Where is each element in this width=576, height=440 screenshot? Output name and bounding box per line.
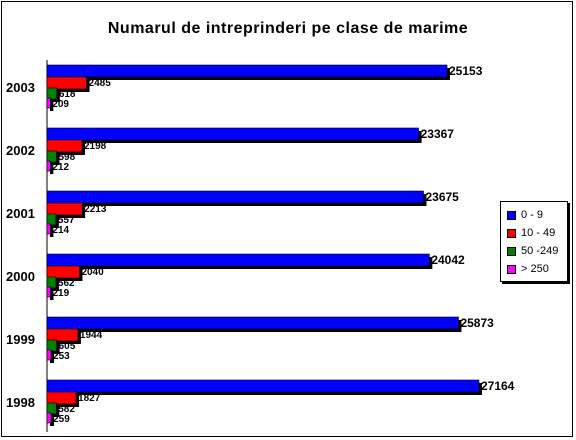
data-label: 582 [58, 404, 75, 415]
bar-shadow [50, 227, 54, 237]
data-label: 214 [52, 225, 69, 236]
bar-shadow [50, 164, 54, 174]
data-label: 24042 [431, 253, 465, 267]
data-label: 598 [59, 152, 76, 163]
data-label: 1944 [80, 330, 103, 341]
legend-swatch-icon [507, 228, 516, 238]
data-label: 2485 [89, 78, 112, 89]
bar [46, 139, 83, 153]
y-tick-label: 2002 [6, 143, 35, 158]
data-label: 1827 [78, 393, 101, 404]
bar [46, 265, 80, 279]
data-label: 557 [58, 215, 75, 226]
bar [46, 127, 419, 141]
data-label: 2040 [81, 267, 104, 278]
legend-swatch-icon [507, 264, 516, 274]
legend-item: 0 - 9 [507, 208, 543, 222]
y-tick-label: 1998 [6, 395, 35, 410]
y-tick-label: 2001 [6, 206, 35, 221]
bar [46, 190, 424, 204]
data-label: 219 [52, 288, 69, 299]
chart-title: Numarul de intreprinderi pe clase de mar… [107, 20, 469, 37]
data-label: 23367 [421, 127, 455, 141]
bar [46, 87, 58, 100]
legend-label: 10 - 49 [521, 227, 556, 239]
legend-label: > 250 [521, 263, 549, 275]
data-label: 259 [53, 414, 70, 425]
y-tick-label: 1999 [6, 332, 35, 347]
bar [46, 76, 87, 90]
bar [46, 64, 448, 78]
bar-shadow [50, 290, 54, 300]
data-label: 2198 [84, 141, 107, 152]
bar [46, 253, 430, 267]
data-label: 27164 [481, 379, 515, 393]
bar [46, 316, 459, 330]
data-label: 605 [59, 341, 76, 352]
bar [46, 286, 51, 298]
bar-shadow [50, 353, 55, 363]
data-label: 209 [52, 99, 69, 110]
data-label: 25873 [460, 316, 494, 330]
bar [46, 402, 57, 415]
bar-shadow [50, 416, 55, 426]
data-label: 212 [52, 162, 69, 173]
data-label: 23675 [425, 190, 459, 204]
y-tick-label: 2003 [6, 80, 35, 95]
bar [46, 160, 51, 172]
chart-legend: 0 - 9 10 - 49 50 -249 > 250 [500, 201, 568, 282]
bar [46, 276, 57, 289]
legend-item: 10 - 49 [507, 226, 555, 240]
bar [46, 412, 52, 424]
bar [46, 202, 83, 216]
bar [46, 391, 77, 405]
bar [46, 150, 57, 163]
legend-item: 50 -249 [507, 244, 558, 258]
data-label: 25153 [449, 64, 483, 78]
legend-swatch-icon [507, 246, 516, 256]
bar [46, 328, 79, 342]
legend-label: 50 -249 [521, 245, 559, 257]
y-tick-label: 2000 [6, 269, 35, 284]
legend-swatch-icon [507, 210, 516, 220]
bar [46, 339, 57, 352]
bar-shadow [50, 101, 54, 111]
bar [46, 349, 52, 361]
bar [46, 379, 480, 393]
data-label: 618 [59, 89, 76, 100]
data-label: 562 [58, 278, 75, 289]
bar [46, 213, 57, 226]
data-label: 253 [53, 351, 70, 362]
legend-label: 0 - 9 [521, 209, 544, 221]
bar [46, 97, 51, 109]
legend-item: > 250 [507, 262, 549, 276]
data-label: 2213 [84, 204, 107, 215]
bar [46, 223, 51, 235]
